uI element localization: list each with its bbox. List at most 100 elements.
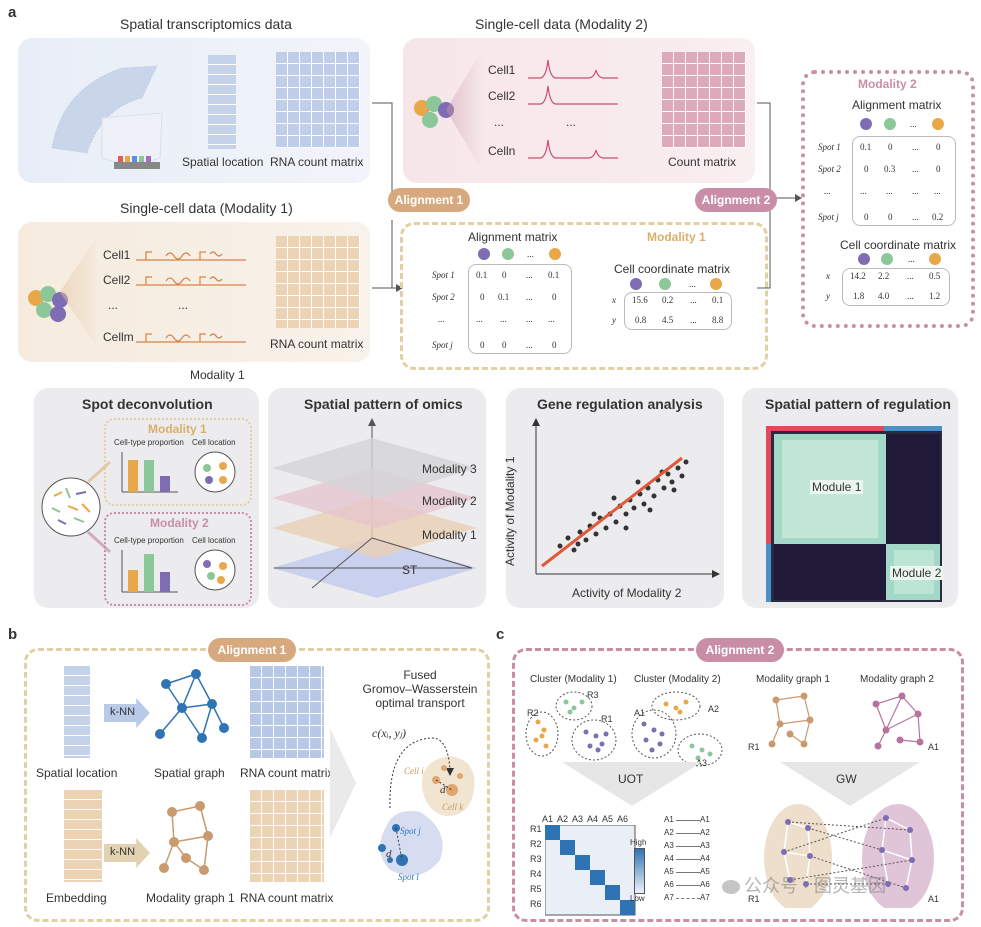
mod2-coord-cell: 1.2 xyxy=(929,291,941,301)
mod1-coord-cell: 8.8 xyxy=(712,315,724,325)
mod1-alignment-matrix xyxy=(468,264,572,354)
pair-left: A3 xyxy=(664,841,674,850)
pair-left: A6 xyxy=(664,880,674,889)
gene-reg-xlabel: Activity of Modality 2 xyxy=(572,586,682,600)
deconv-mod2-title: Modality 2 xyxy=(150,516,209,530)
b-alignment1-pill: Alignment 1 xyxy=(208,638,296,662)
uot-label: UOT xyxy=(618,772,644,786)
knn-label-2: k-NN xyxy=(110,846,136,858)
alignment2-pill: Alignment 2 xyxy=(695,188,777,212)
cluster1-label: Cluster (Modality 1) xyxy=(530,674,617,685)
b-embedding-matrix xyxy=(64,790,102,882)
mod1-cell: 0.1 xyxy=(476,270,488,280)
mod2-cell: ... xyxy=(934,186,941,196)
mod2-cell: 0.1 xyxy=(860,142,872,152)
deconv-mod1-ctp: Cell-type proportion xyxy=(114,438,184,447)
mod1-cell: 0 xyxy=(502,270,507,280)
module1-label: Module 1 xyxy=(810,480,864,494)
mod1-cell: ... xyxy=(476,314,483,324)
gw-label: GW xyxy=(836,772,857,786)
mod1-coord-dot-green xyxy=(659,278,671,290)
pair-row: A5 A5 xyxy=(664,867,710,880)
pair-right: A6 xyxy=(700,880,710,889)
spatial-location-label: Spatial location xyxy=(182,155,264,169)
sc1-rna-label: RNA count matrix xyxy=(270,337,364,351)
mod1-cell: 0 xyxy=(552,340,557,350)
sc1-mid-dots: ... xyxy=(178,298,189,312)
mod2-coord-cell: 14.2 xyxy=(850,271,866,281)
fgw-cell-i: Cell i xyxy=(404,766,424,776)
omics-layer-m2: Modality 2 xyxy=(422,494,477,508)
fgw-line-3: optimal transport xyxy=(375,696,465,710)
uot-col: A3 xyxy=(572,814,584,824)
watermark-text: 公众号 · 图灵基因 xyxy=(744,876,886,896)
fgw-line-1: Fused xyxy=(403,668,437,682)
mod1-cell: ... xyxy=(526,340,533,350)
b-rna-label-1: RNA count matrix xyxy=(240,766,334,780)
deconv-mod2-ctp: Cell-type proportion xyxy=(114,536,184,545)
mod1-coord-cell: 0.2 xyxy=(662,295,674,305)
mod2-box-title: Modality 2 xyxy=(858,77,917,91)
mod1-alignment-rows: Spot 1 0.1 0 ... 0.1 Spot 2 0 0.1 ... 0 … xyxy=(426,270,571,358)
mod1-box-title: Modality 1 xyxy=(647,230,706,244)
mod2-coord-cell: ... xyxy=(907,291,914,301)
mod1-coord-x: x xyxy=(612,295,616,305)
module2-label: Module 2 xyxy=(890,566,944,580)
c-alignment2-pill: Alignment 2 xyxy=(696,638,784,662)
mod1-coord-cell: ... xyxy=(690,295,697,305)
sc1-title: Single-cell data (Modality 1) xyxy=(120,200,293,216)
mod2-alignment-rows: Spot 1 0.1 0 ... 0 Spot 2 0 0.3 ... 0 ..… xyxy=(812,142,957,230)
c-r3: R3 xyxy=(587,690,599,700)
uot-col: A6 xyxy=(617,814,629,824)
deconv-mod1-box xyxy=(104,418,252,506)
modality2-box xyxy=(801,70,975,328)
sc2-cell-1: Cell1 xyxy=(488,63,516,77)
mod1-cell-coord-label: Cell coordinate matrix xyxy=(614,262,731,276)
pair-left: A4 xyxy=(664,854,674,863)
deconv-mod2-box xyxy=(104,512,252,606)
pair-row: A6 A6 xyxy=(664,880,710,893)
mod1-cell: ... xyxy=(526,292,533,302)
uot-col: A1 xyxy=(542,814,554,824)
fgw-title: Fused Gromov–Wasserstein optimal transpo… xyxy=(360,668,480,710)
mod1-cell: 0 xyxy=(480,292,485,302)
mod1-coord-dot-orange xyxy=(710,278,722,290)
mod2-cell: 0.2 xyxy=(932,212,944,222)
mod1-row-label: Spot 1 xyxy=(432,270,455,280)
uot-col: A5 xyxy=(602,814,614,824)
mod2-coord-dot-orange xyxy=(929,253,941,265)
uot-row: R4 xyxy=(530,869,542,879)
pairs-list: A1 A1 A2 A2 A3 A3 A4 A4 A5 A5 A6 A6 A7 A7 xyxy=(664,815,710,906)
mod2-cell: 0 xyxy=(888,142,893,152)
mod1-dot-dots: ... xyxy=(527,249,534,259)
mod2-coord-dots: ... xyxy=(908,254,915,264)
sc1-cell-dots: ... xyxy=(108,298,119,312)
omics-layer-m3: Modality 3 xyxy=(422,462,477,476)
mod1-cell: ... xyxy=(526,270,533,280)
uot-low: Low xyxy=(630,894,645,903)
mod2-row-label: Spot j xyxy=(818,212,839,222)
uot-row: R2 xyxy=(530,839,542,849)
sc2-title: Single-cell data (Modality 2) xyxy=(475,16,648,32)
sc1-rna-matrix xyxy=(276,236,360,328)
mod2-cell-coord-label: Cell coordinate matrix xyxy=(840,238,957,252)
pair-left: A7 xyxy=(664,893,674,902)
gw-r1: R1 xyxy=(748,894,760,904)
fgw-line-2: Gromov–Wasserstein xyxy=(362,682,478,696)
mod1-dot-green xyxy=(502,248,514,260)
fgw-cell-k: Cell k xyxy=(442,802,464,812)
b-spatial-location-label: Spatial location xyxy=(36,766,118,780)
uot-row: R1 xyxy=(530,824,542,834)
c-graph2-a1: A1 xyxy=(928,742,940,752)
mod2-coord-y: y xyxy=(826,291,830,301)
b-spatial-graph-label: Spatial graph xyxy=(154,766,225,780)
uot-row: R5 xyxy=(530,884,542,894)
mod1-cell: ... xyxy=(548,314,555,324)
fgw-cost: c(xᵢ, yⱼ) xyxy=(372,726,406,740)
mod1-row-label: ... xyxy=(438,314,445,324)
tissue-svg xyxy=(51,65,163,169)
fgw-spot-l: Spot l xyxy=(398,872,419,882)
pair-left: A5 xyxy=(664,867,674,876)
sc1-cell-m: Cellm xyxy=(103,330,134,344)
spatial-location-matrix xyxy=(208,55,236,149)
